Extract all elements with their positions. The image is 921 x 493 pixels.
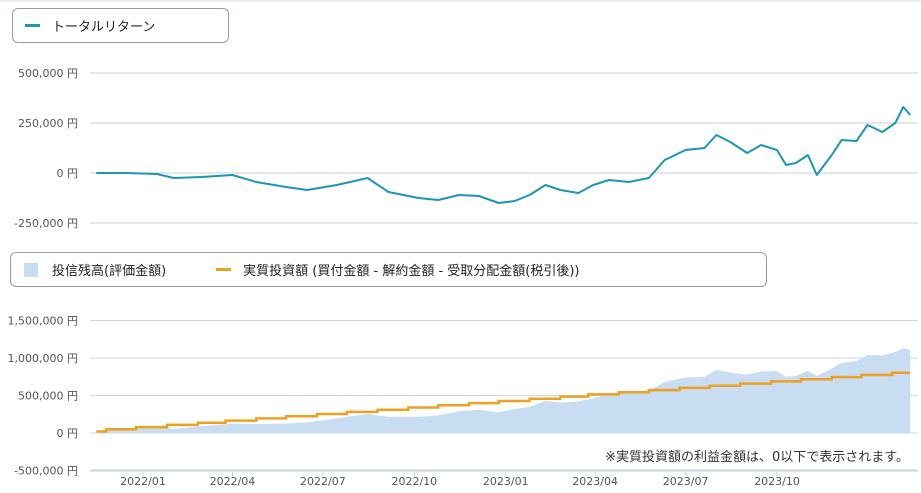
balance-area [96,348,911,433]
area-swatch-icon [24,262,38,277]
line-swatch-icon [216,268,232,271]
invested-amount-line [96,371,911,433]
legend-item-balance[interactable]: 投信残高(評価金額) [24,260,166,279]
y-tick-label: -500,000 円 [14,465,78,478]
y-tick-label: 500,000 円 [18,67,78,80]
y-tick-label: 0 円 [57,427,79,440]
y-tick-label: 0 円 [57,167,79,180]
x-tick-label: 2022/01 [120,475,166,488]
x-tick-label: 2022/07 [300,475,346,488]
total-return-line [96,106,911,204]
y-tick-label: 250,000 円 [18,117,78,130]
legend-item-invested[interactable]: 実質投資額 (買付金額 - 解約金額 - 受取分配金額(税引後)) [216,260,580,279]
y-tick-label: 1,500,000 円 [8,315,78,328]
x-tick-label: 2023/04 [572,475,618,488]
x-tick-label: 2023/01 [483,475,529,488]
top-border [0,0,921,2]
legend-label: 投信残高(評価金額) [52,264,167,279]
footnote: ※実質投資額の利益金額は、0以下で表示されます。 [605,450,909,465]
x-tick-label: 2023/10 [754,475,800,488]
y-tick-label: 500,000 円 [18,390,78,403]
x-tick-label: 2022/10 [391,475,437,488]
x-tick-label: 2022/04 [210,475,256,488]
legend-balance: 投信残高(評価金額) 実質投資額 (買付金額 - 解約金額 - 受取分配金額(税… [10,252,767,287]
y-tick-label: -250,000 円 [14,217,78,230]
y-tick-label: 1,000,000 円 [8,352,78,365]
legend-total-return: トータルリターン [12,8,229,43]
x-tick-label: 2023/07 [663,475,709,488]
line-swatch-icon [25,24,40,27]
legend-label: 実質投資額 (買付金額 - 解約金額 - 受取分配金額(税引後)) [243,264,580,279]
legend-item-total-return[interactable]: トータルリターン [25,16,155,35]
legend-label: トータルリターン [52,20,156,35]
